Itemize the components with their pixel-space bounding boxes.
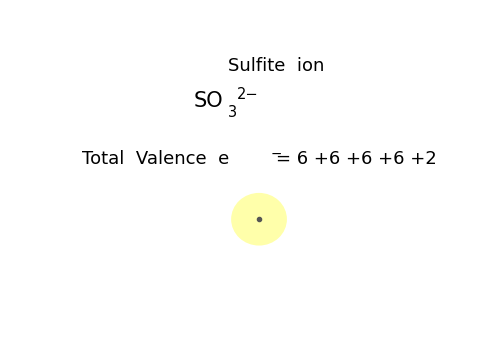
- Text: 2−: 2−: [237, 87, 258, 102]
- Text: −: −: [270, 147, 282, 161]
- Text: = 6 +6 +6 +6 +2: = 6 +6 +6 +6 +2: [276, 150, 436, 168]
- Text: Sulfite  ion: Sulfite ion: [228, 57, 324, 75]
- Ellipse shape: [231, 193, 287, 246]
- Text: 3: 3: [228, 105, 237, 121]
- Text: Total  Valence  e: Total Valence e: [83, 150, 229, 168]
- Text: SO: SO: [194, 91, 224, 111]
